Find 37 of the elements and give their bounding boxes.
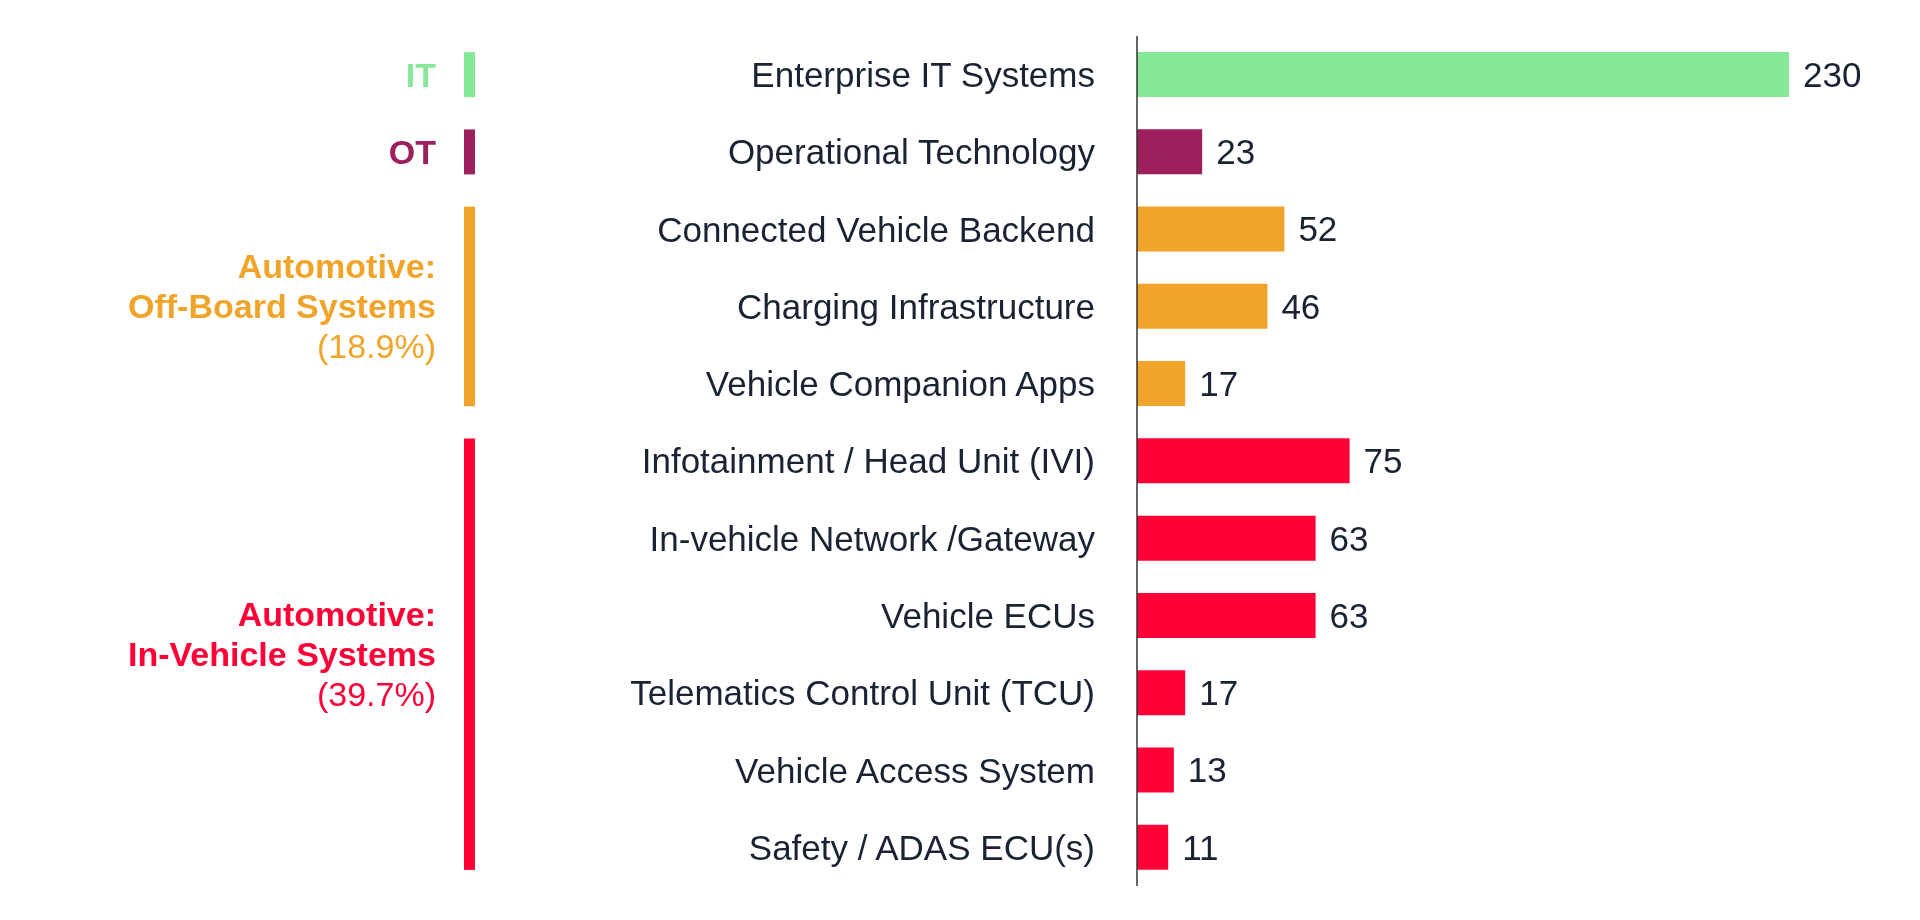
y-tick-label: Enterprise IT Systems bbox=[751, 55, 1095, 95]
y-tick-label: Charging Infrastructure bbox=[737, 286, 1095, 326]
data-label: 63 bbox=[1329, 518, 1369, 558]
bar bbox=[1137, 515, 1316, 561]
text: Automotive: Off-Board Systems (18.9%) bbox=[128, 247, 436, 366]
text: IT bbox=[405, 55, 437, 94]
bar bbox=[1137, 361, 1186, 407]
data-label: 13 bbox=[1187, 750, 1227, 790]
data-label: 75 bbox=[1363, 441, 1403, 481]
data-label: 23 bbox=[1216, 132, 1256, 172]
bar bbox=[1137, 129, 1203, 175]
text: OT bbox=[388, 132, 437, 171]
data-label: 17 bbox=[1199, 673, 1239, 713]
y-tick-label: Safety / ADAS ECU(s) bbox=[748, 827, 1095, 867]
y-tick-label: Telematics Control Unit (TCU) bbox=[630, 673, 1095, 713]
y-tick-label: In-vehicle Network /Gateway bbox=[649, 518, 1096, 558]
y-tick-label: Infotainment / Head Unit (IVI) bbox=[641, 441, 1095, 481]
data-label: 52 bbox=[1298, 209, 1338, 249]
y-tick-label: Connected Vehicle Backend bbox=[657, 209, 1095, 249]
data-label: 11 bbox=[1182, 827, 1219, 867]
text: Automotive: In-Vehicle Systems (39.7%) bbox=[127, 595, 436, 714]
y-tick-label: Vehicle Companion Apps bbox=[705, 364, 1095, 404]
data-label: 46 bbox=[1281, 286, 1321, 326]
y-tick-label: Vehicle ECUs bbox=[881, 595, 1095, 635]
bar bbox=[1137, 824, 1169, 870]
y-tick-label: Vehicle Access System bbox=[735, 750, 1095, 790]
bar bbox=[1137, 670, 1186, 716]
data-label: 17 bbox=[1199, 364, 1239, 404]
bar bbox=[1137, 438, 1350, 484]
bar bbox=[1137, 747, 1174, 793]
bar bbox=[1137, 206, 1285, 252]
bar bbox=[1137, 283, 1268, 329]
data-label: 63 bbox=[1329, 595, 1369, 635]
bar bbox=[1137, 52, 1789, 97]
y-tick-label: Operational Technology bbox=[727, 132, 1096, 172]
data-label: 230 bbox=[1803, 54, 1862, 94]
bar bbox=[1137, 592, 1316, 638]
